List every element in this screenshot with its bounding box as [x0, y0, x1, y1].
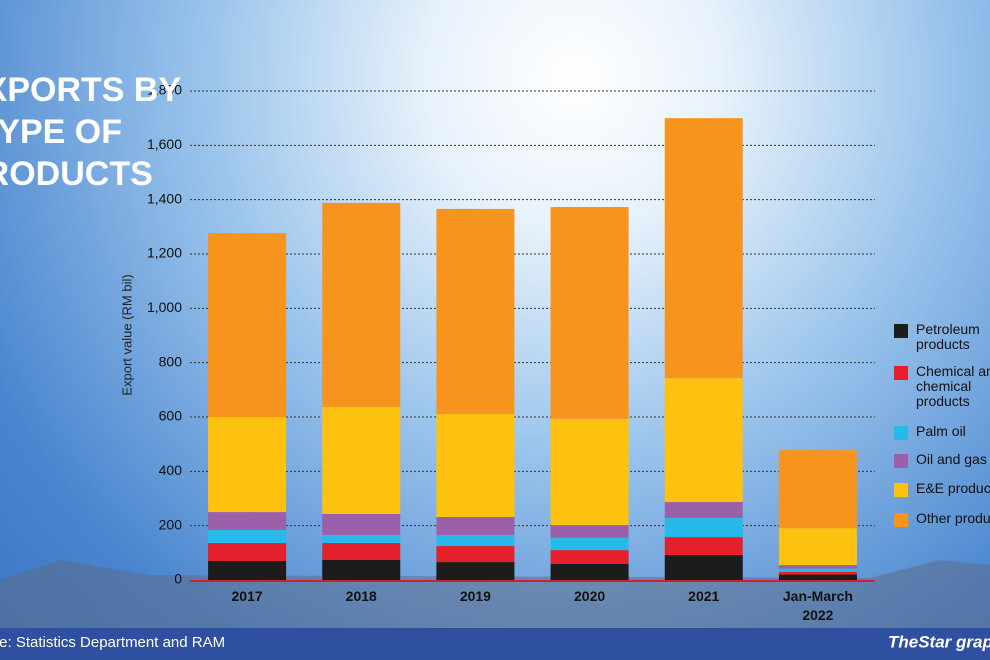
title-line: TYPE OF [0, 113, 122, 151]
bar-segment [778, 565, 857, 569]
bar-segment [322, 406, 401, 514]
footer-band [0, 628, 990, 660]
bar-segment [208, 417, 287, 513]
x-tick-label: 2021 [688, 588, 720, 604]
y-tick-label: 1,600 [147, 136, 182, 152]
y-tick-label: 400 [159, 462, 183, 478]
title-line: PRODUCTS [0, 155, 153, 193]
bar-segment [550, 525, 629, 538]
bar-segment [778, 568, 857, 572]
bar-segment [664, 118, 743, 379]
bar-segment [322, 559, 401, 580]
legend-label: Chemical and chemical products [916, 363, 990, 409]
bar-segment [436, 414, 515, 517]
bar-segment [322, 202, 401, 407]
bar-segment [436, 208, 515, 415]
legend-swatch [894, 483, 908, 497]
bar-segment [550, 550, 629, 564]
bar-segment [208, 560, 287, 580]
legend-swatch [894, 324, 908, 338]
bar-segment [550, 537, 629, 551]
bar-segment [778, 450, 857, 529]
y-tick-label: 1,200 [147, 245, 182, 261]
x-tick-label: 2019 [459, 588, 491, 604]
bar-segment [664, 502, 743, 519]
legend-label: E&E products [916, 480, 990, 496]
y-tick-label: 1,400 [147, 190, 182, 206]
bar-segment [778, 528, 857, 566]
x-tick-label: Jan-March 2022 [782, 588, 853, 623]
x-tick-label: 2017 [231, 588, 263, 604]
legend-swatch [894, 454, 908, 468]
bar-segment [436, 546, 515, 563]
bar-segment [664, 537, 743, 556]
bar-segment [322, 513, 401, 535]
y-axis-title: Export value (RM bil) [119, 274, 134, 395]
bar-segment [550, 207, 629, 419]
x-tick-label: 2020 [574, 588, 606, 604]
legend-swatch [894, 513, 908, 527]
bar-segment [208, 543, 287, 561]
y-tick-label: 600 [159, 408, 183, 424]
bar-segment [436, 562, 515, 580]
x-tick-label: 2018 [345, 588, 377, 604]
bar-segment [208, 530, 287, 544]
legend-label: Petroleum products [916, 321, 980, 352]
credit: TheStar graphics [888, 632, 990, 651]
bar-segment [778, 574, 857, 580]
bar-segment [550, 418, 629, 526]
y-tick-label: 800 [159, 353, 183, 369]
bar-segment [664, 555, 743, 580]
bar-segment [664, 518, 743, 538]
legend-label: Other products [916, 510, 990, 526]
legend-label: Oil and gas [916, 451, 987, 467]
bar-segment [436, 534, 515, 547]
bar-segment [208, 512, 287, 531]
bar-segment [436, 516, 515, 535]
bar-segment [664, 378, 743, 503]
y-tick-label: 1,000 [147, 299, 182, 315]
bar-segment [550, 563, 629, 580]
title-line: EXPORTS BY [0, 71, 182, 109]
bar-segment [778, 571, 857, 575]
y-tick-label: 200 [159, 516, 183, 532]
y-tick-label: 1,800 [147, 82, 182, 98]
legend-swatch [894, 366, 908, 380]
y-tick-label: 0 [174, 571, 182, 587]
bar-segment [208, 233, 287, 417]
legend-swatch [894, 426, 908, 440]
source: Source: Statistics Department and RAM [0, 634, 225, 651]
bar-segment [322, 534, 401, 544]
bar-segment [322, 543, 401, 560]
legend-label: Palm oil [916, 423, 966, 439]
